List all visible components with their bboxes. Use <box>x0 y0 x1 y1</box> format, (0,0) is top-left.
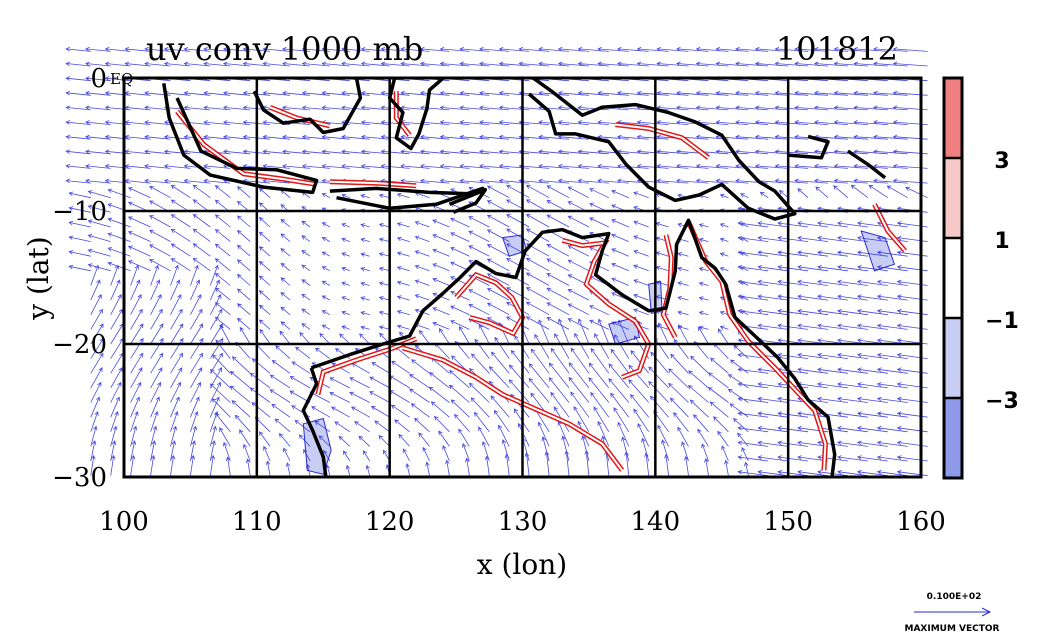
coastlines <box>162 78 887 477</box>
colorbar-band <box>944 318 962 398</box>
wind-vector-field <box>65 46 928 477</box>
y-tick-labels: 0 −10 −20 −30 <box>52 64 107 493</box>
colorbar-band <box>944 158 962 238</box>
positive-contour-inner <box>316 337 417 395</box>
positive-contour-inner <box>687 221 827 471</box>
positive-contour-inner <box>873 203 906 252</box>
vector-key-arrowhead <box>981 607 992 617</box>
colorbar-frame <box>942 76 964 480</box>
title-right: 101812 <box>776 30 898 68</box>
vector-key-value: 0.100E+02 <box>927 592 982 602</box>
positive-contour-inner <box>455 273 524 335</box>
x-axis-label: x (lon) <box>477 548 567 581</box>
y-tick-label: −20 <box>52 330 107 360</box>
positive-contour-inner <box>562 239 650 379</box>
x-tick-labels: 100 110 120 130 140 150 160 <box>99 507 946 537</box>
positive-contour-inner <box>402 347 623 471</box>
coastline <box>329 186 485 211</box>
colorbar-label: 1 <box>994 229 1009 254</box>
y-tick-label: 0 <box>90 64 107 94</box>
colorbar-band <box>944 398 962 478</box>
vector-key: 0.100E+02 MAXIMUM VECTOR <box>904 592 999 634</box>
coastline <box>387 78 446 151</box>
y-tick-label: −10 <box>52 197 107 227</box>
coastline <box>527 78 797 221</box>
y-axis-label: y (lat) <box>22 236 55 320</box>
vector-key-caption: MAXIMUM VECTOR <box>904 624 999 634</box>
colorbar <box>942 76 964 480</box>
colorbar-label: −3 <box>985 389 1019 414</box>
coastline <box>310 218 837 477</box>
x-tick-label: 120 <box>365 507 415 537</box>
coastline <box>162 83 319 195</box>
colorbar-label: 3 <box>994 149 1009 174</box>
corner-tick-label: EQ <box>110 70 133 88</box>
y-tick-label: −30 <box>52 463 107 493</box>
title-left: uv conv 1000 mb <box>146 30 423 68</box>
gridlines <box>124 78 921 477</box>
coastline <box>846 149 887 180</box>
plot-frame <box>122 76 923 479</box>
positive-contour-inner <box>395 91 411 136</box>
colorbar-band <box>944 78 962 158</box>
coastline <box>301 367 328 477</box>
positive-contour-outer <box>686 220 828 471</box>
x-tick-label: 140 <box>631 507 681 537</box>
coastline <box>448 187 488 214</box>
x-tick-label: 100 <box>99 507 149 537</box>
wind-vectors <box>65 46 928 477</box>
coastline <box>252 78 363 135</box>
colorbar-labels: 3 1 −1 −3 <box>985 149 1019 414</box>
x-tick-label: 110 <box>232 507 282 537</box>
x-tick-label: 130 <box>498 507 548 537</box>
positive-contour-inner <box>269 106 331 127</box>
negative-region <box>860 230 896 272</box>
colorbar-band <box>944 238 962 318</box>
coastline <box>788 134 830 160</box>
positive-contour-inner <box>329 180 417 187</box>
x-tick-label: 150 <box>763 507 813 537</box>
x-tick-label: 160 <box>896 507 946 537</box>
positive-contour-inner <box>615 123 710 159</box>
colorbar-label: −1 <box>985 309 1019 334</box>
positive-convergence-contours <box>175 91 907 472</box>
